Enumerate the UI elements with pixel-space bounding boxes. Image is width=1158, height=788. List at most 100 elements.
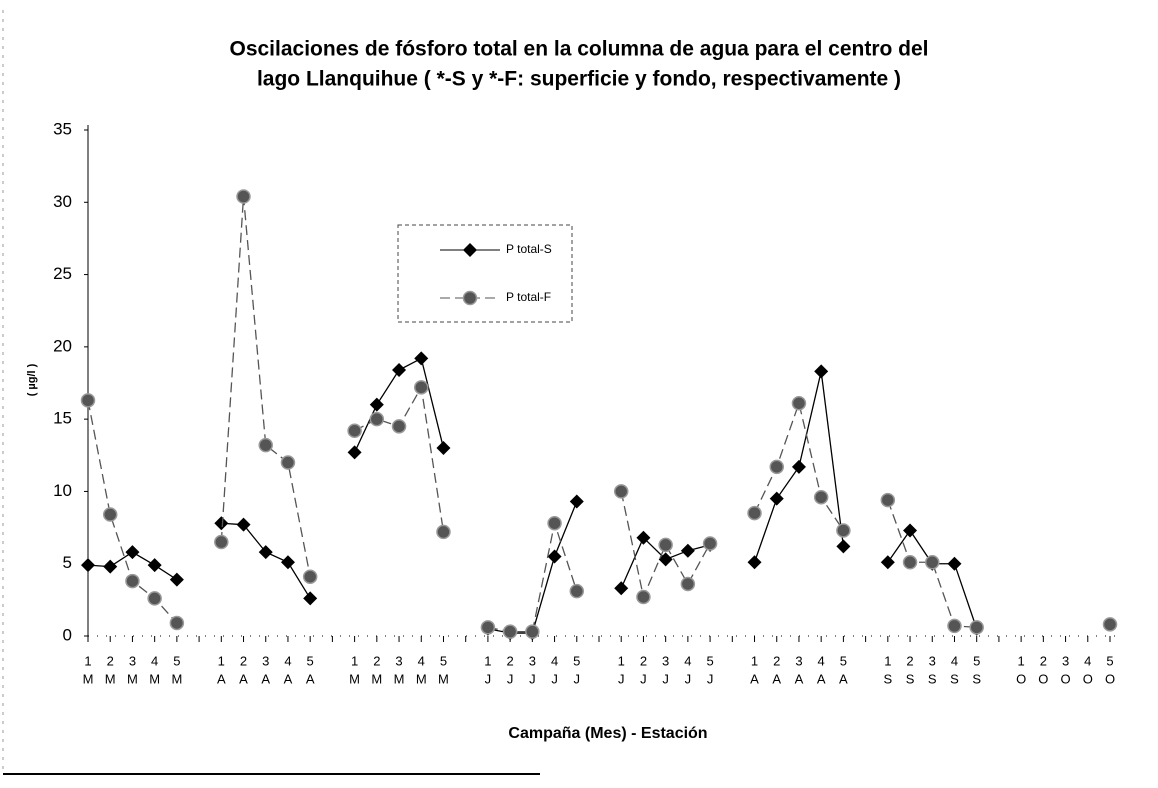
x-tick-label: 3 (262, 653, 269, 668)
point (947, 618, 962, 634)
x-tick-label: O (1038, 671, 1048, 686)
x-tick-label: J (685, 671, 692, 686)
x-tick-label: 2 (1040, 653, 1047, 668)
point (463, 243, 477, 257)
point (81, 558, 95, 573)
x-tick-label: 2 (107, 653, 114, 668)
y-tick-label: 25 (53, 264, 72, 283)
point (613, 484, 629, 499)
x-tick-label: 1 (351, 653, 358, 668)
point (436, 441, 451, 456)
point (680, 543, 695, 558)
x-tick-label: 2 (240, 653, 247, 668)
point (147, 591, 162, 606)
x-tick-label: 4 (551, 653, 558, 668)
x-tick-label: O (1105, 671, 1115, 686)
x-tick-label: S (950, 671, 959, 686)
x-tick-label: J (662, 671, 669, 686)
legend-box (397, 224, 573, 323)
chart-title: lago Llanquihue ( *-S y *-F: superficie … (257, 68, 901, 91)
point (769, 459, 784, 475)
point (369, 397, 384, 412)
x-tick-label: M (127, 671, 138, 686)
x-tick-label: M (371, 671, 382, 686)
point (302, 569, 318, 584)
x-tick-label: J (485, 671, 492, 686)
x-tick-label: J (640, 671, 647, 686)
point (902, 555, 918, 570)
x-tick-label: 3 (662, 653, 669, 668)
x-tick-label: 5 (573, 653, 580, 668)
y-tick-label: 35 (53, 119, 72, 138)
point (1102, 617, 1118, 632)
point (280, 555, 295, 570)
point (680, 576, 696, 592)
x-tick-label: 1 (484, 653, 491, 668)
point (147, 558, 162, 573)
x-tick-label: 4 (418, 653, 425, 668)
x-tick-label: J (551, 671, 558, 686)
x-tick-label: M (149, 671, 160, 686)
point (525, 624, 540, 639)
x-tick-label: M (416, 671, 427, 686)
x-tick-label: M (105, 671, 116, 686)
point (658, 537, 673, 553)
x-tick-label: S (906, 671, 915, 686)
x-tick-label: 5 (840, 653, 847, 668)
point (369, 411, 385, 427)
point (502, 624, 518, 639)
x-tick-label: A (239, 671, 248, 686)
x-tick-label: 2 (640, 653, 647, 668)
y-tick-label: 30 (53, 192, 72, 211)
point (391, 419, 407, 434)
point (303, 591, 318, 606)
x-tick-label: A (795, 671, 804, 686)
point (925, 555, 940, 570)
point (836, 523, 851, 538)
x-tick-label: 2 (373, 653, 380, 668)
legend-label: P total-F (506, 290, 551, 304)
x-tick-label: S (928, 671, 937, 686)
x-tick-label: J (707, 671, 714, 686)
point (214, 516, 229, 531)
point (392, 362, 407, 377)
x-tick-label: J (618, 671, 625, 686)
x-tick-label: J (507, 671, 514, 686)
point (258, 437, 273, 453)
x-tick-label: 4 (684, 653, 691, 668)
x-tick-label: A (750, 671, 759, 686)
x-tick-label: 3 (1062, 653, 1069, 668)
x-tick-label: 2 (773, 653, 780, 668)
x-tick-label: J (529, 671, 536, 686)
x-tick-label: 4 (284, 653, 291, 668)
point (814, 364, 829, 379)
x-tick-label: 5 (706, 653, 713, 668)
point (636, 530, 651, 545)
x-tick-label: O (1083, 671, 1093, 686)
x-tick-label: 1 (751, 653, 758, 668)
point (236, 517, 251, 532)
y-tick-label: 20 (53, 336, 72, 355)
point (747, 505, 762, 521)
point (347, 423, 362, 438)
x-tick-label: 4 (151, 653, 158, 668)
x-tick-label: A (839, 671, 848, 686)
x-tick-label: 3 (795, 653, 802, 668)
point (769, 491, 784, 506)
point (569, 494, 584, 509)
x-tick-label: O (1016, 671, 1026, 686)
legend-label: P total-S (506, 242, 552, 256)
x-tick-label: 5 (173, 653, 180, 668)
x-tick-label: 2 (507, 653, 514, 668)
point (214, 534, 229, 550)
y-axis-label: ( µg/l ) (26, 363, 38, 396)
x-tick-label: 3 (129, 653, 136, 668)
y-tick-label: 0 (63, 625, 72, 644)
point (462, 290, 478, 306)
point (791, 395, 807, 411)
x-tick-label: O (1061, 671, 1071, 686)
x-tick-label: M (171, 671, 182, 686)
x-tick-label: A (306, 671, 315, 686)
